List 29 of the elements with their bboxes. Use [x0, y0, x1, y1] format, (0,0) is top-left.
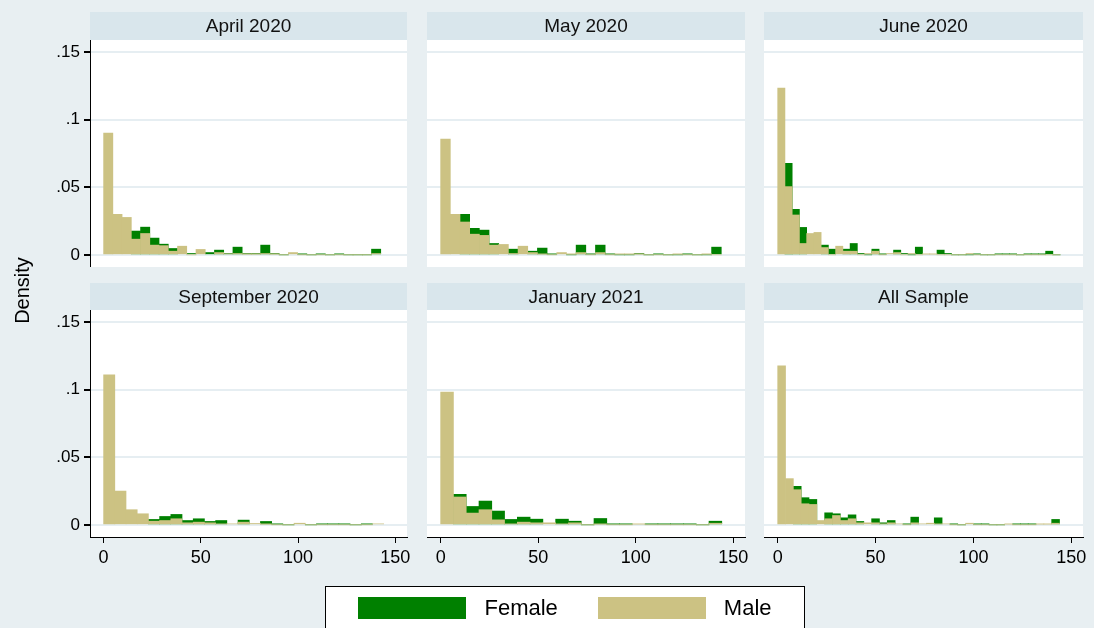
x-tick-label: 100 [283, 546, 314, 567]
chart-title: June 2020 [764, 12, 1083, 40]
y-tick-label: .1 [65, 379, 80, 399]
y-tick-label: .1 [65, 109, 80, 129]
legend-label: Female [484, 595, 558, 621]
x-tick-label: 50 [528, 546, 549, 567]
x-tick-label: 100 [620, 546, 651, 567]
y-tick-label: .05 [56, 446, 80, 466]
chart-title: May 2020 [427, 12, 745, 40]
x-tick-label: 0 [98, 546, 109, 567]
x-tick-label: 50 [865, 546, 886, 567]
y-tick-label: 0 [70, 244, 80, 264]
legend-label: Male [723, 595, 772, 621]
x-tick-label: 50 [190, 546, 211, 567]
y-axis-title: Density [10, 256, 34, 324]
y-tick-label: .15 [56, 41, 80, 61]
x-tick-label: 150 [1056, 546, 1087, 567]
x-tick-label: 100 [958, 546, 989, 567]
x-tick-label: 150 [380, 546, 411, 567]
x-tick-label: 0 [772, 546, 783, 567]
chart-title: September 2020 [90, 283, 407, 311]
chart-title: January 2021 [427, 283, 745, 311]
x-tick-label: 150 [718, 546, 749, 567]
x-tick-label: 0 [435, 546, 446, 567]
y-tick-label: .05 [56, 176, 80, 196]
y-tick-label: 0 [70, 514, 80, 534]
chart-title: All Sample [764, 283, 1083, 311]
chart-title: April 2020 [90, 12, 407, 40]
y-tick-label: .15 [56, 311, 80, 331]
